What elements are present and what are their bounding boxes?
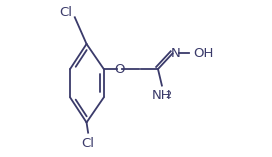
Text: Cl: Cl [60,6,73,19]
Text: Cl: Cl [82,137,95,150]
Text: N: N [171,47,181,60]
Text: OH: OH [193,47,214,60]
Text: 2: 2 [166,91,172,100]
Text: O: O [114,63,125,76]
Text: NH: NH [152,89,172,103]
